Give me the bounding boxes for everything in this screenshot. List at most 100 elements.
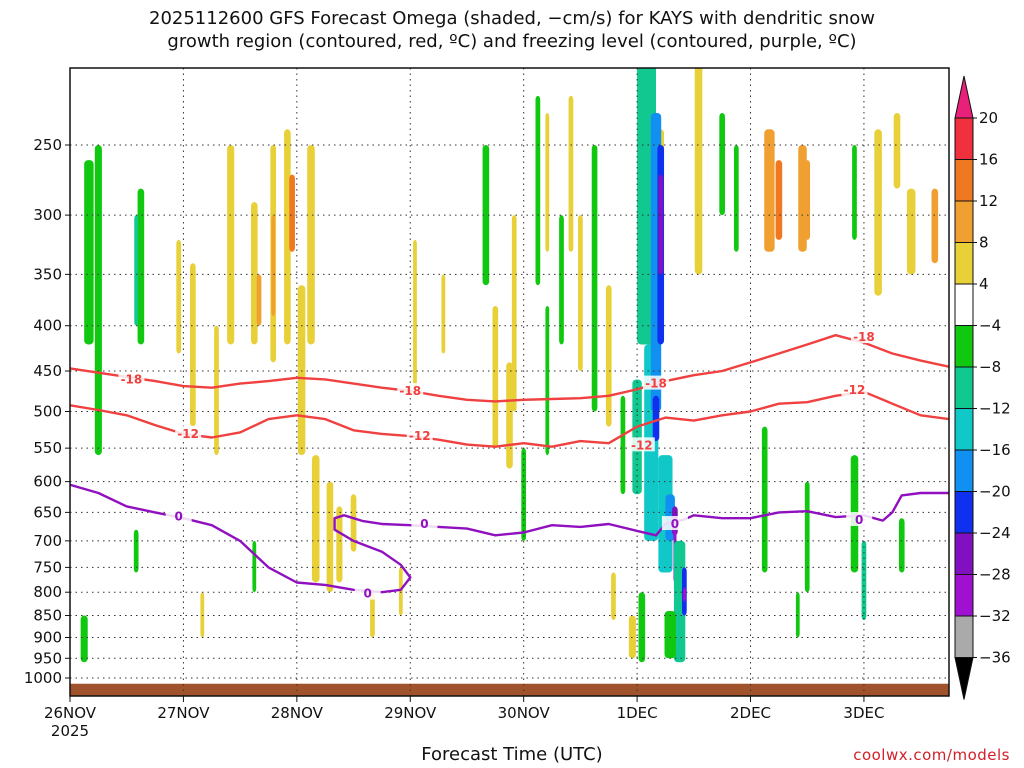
omega-cell <box>775 160 783 240</box>
colorbar: 20 16 12 8 4 −4 −8 −12 −16 −20 −24 −28 −32 −36 <box>954 75 1011 700</box>
omega-cell <box>256 274 262 326</box>
omega-cell <box>733 145 739 252</box>
y-axis-ticks: 250 300 350 400 450 500 550 600 650 700 750 800 850 9… <box>24 136 70 687</box>
omega-cell <box>176 239 182 354</box>
y-tick-label: 300 <box>33 206 62 224</box>
omega-cell <box>271 215 276 316</box>
omega-cell <box>506 362 513 469</box>
colorbar-bottom-arrow <box>954 657 974 700</box>
colorbar-bin <box>954 117 974 160</box>
omega-cell <box>284 129 291 345</box>
plot-frame <box>69 67 950 697</box>
omega-cell <box>311 455 320 583</box>
contour-label: -18 <box>399 384 421 398</box>
y-tick-label: 650 <box>33 503 62 521</box>
omega-cell <box>214 325 219 456</box>
contour-label: -18 <box>121 372 143 386</box>
omega-cell <box>190 263 196 427</box>
contour-label: -12 <box>177 427 199 441</box>
omega-cell <box>482 145 490 286</box>
omega-cell <box>227 145 235 345</box>
omega-cell <box>250 202 258 345</box>
contour-label: 0 <box>855 513 863 527</box>
omega-cell <box>297 285 306 456</box>
omega-cell <box>931 188 939 264</box>
contour-label: 0 <box>420 517 428 531</box>
omega-cell <box>492 305 499 449</box>
omega-cell <box>591 145 598 412</box>
y-tick-label: 550 <box>33 439 62 457</box>
y-tick-label: 800 <box>33 583 62 601</box>
omega-cell <box>664 610 676 659</box>
colorbar-bin <box>954 283 974 326</box>
omega-cell <box>568 95 574 252</box>
x-tick-label: 3DEC <box>843 704 884 722</box>
colorbar-label: −4 <box>979 317 1001 335</box>
omega-cell <box>441 274 446 354</box>
y-tick-label: 250 <box>33 136 62 154</box>
omega-cell <box>511 215 517 412</box>
omega-cell <box>578 215 583 371</box>
x-tick-label: 28NOV <box>271 704 324 722</box>
omega-cell <box>874 129 882 296</box>
omega-cell <box>413 239 417 388</box>
contour-label: -18 <box>853 330 875 344</box>
ground-surface <box>70 683 949 696</box>
y-tick-label: 900 <box>33 628 62 646</box>
omega-cell <box>611 572 616 621</box>
y-tick-label: 950 <box>33 649 62 667</box>
colorbar-label: −28 <box>979 566 1011 584</box>
omega-cell <box>133 529 139 573</box>
omega-cell <box>764 129 775 252</box>
omega-cell <box>370 592 375 638</box>
y-tick-label: 750 <box>33 558 62 576</box>
omega-cell <box>134 215 139 326</box>
colorbar-bin <box>954 200 974 243</box>
omega-shading-layer <box>80 68 939 663</box>
omega-cell <box>521 448 527 541</box>
colorbar-label: 12 <box>979 192 998 210</box>
x-tick-label: 29NOV <box>384 704 437 722</box>
contour-line <box>70 390 949 448</box>
colorbar-bin <box>954 408 974 451</box>
omega-cell <box>658 174 664 275</box>
y-tick-label: 1000 <box>24 669 62 687</box>
colorbar-label: 20 <box>979 109 998 127</box>
colorbar-label: 8 <box>979 234 989 252</box>
omega-cell <box>628 615 636 659</box>
omega-cell <box>638 592 646 663</box>
omega-cell <box>559 215 564 345</box>
omega-cell <box>761 426 768 573</box>
colorbar-label: 16 <box>979 151 998 169</box>
contour-label: -18 <box>645 377 667 391</box>
omega-cell <box>852 145 857 240</box>
omega-cell <box>336 506 343 583</box>
contour-line <box>70 483 949 594</box>
y-tick-label: 500 <box>33 403 62 421</box>
colorbar-label: −20 <box>979 483 1011 501</box>
omega-cell <box>398 567 403 616</box>
colorbar-label: −12 <box>979 400 1011 418</box>
omega-cell <box>605 285 612 427</box>
omega-cell <box>307 145 315 345</box>
chart-title-line2: growth region (contoured, red, ºC) and f… <box>167 31 857 52</box>
omega-cell <box>535 95 541 286</box>
colorbar-bin <box>954 242 974 285</box>
omega-cell <box>350 494 357 552</box>
omega-cell <box>893 112 901 189</box>
colorbar-bin <box>954 159 974 202</box>
omega-cell <box>620 395 626 495</box>
x-tick-label: 2DEC <box>730 704 771 722</box>
x-axis-label: Forecast Time (UTC) <box>421 744 603 765</box>
colorbar-label: 4 <box>979 275 989 293</box>
colorbar-label: −24 <box>979 524 1011 542</box>
omega-cell <box>137 188 145 345</box>
colorbar-top-arrow <box>954 75 974 119</box>
omega-cell <box>200 592 205 638</box>
omega-cell <box>898 518 905 573</box>
omega-cell <box>289 174 295 252</box>
omega-cell <box>652 395 660 442</box>
colorbar-label: −16 <box>979 441 1011 459</box>
chart-title-line1: 2025112600 GFS Forecast Omega (shaded, −… <box>149 8 875 29</box>
